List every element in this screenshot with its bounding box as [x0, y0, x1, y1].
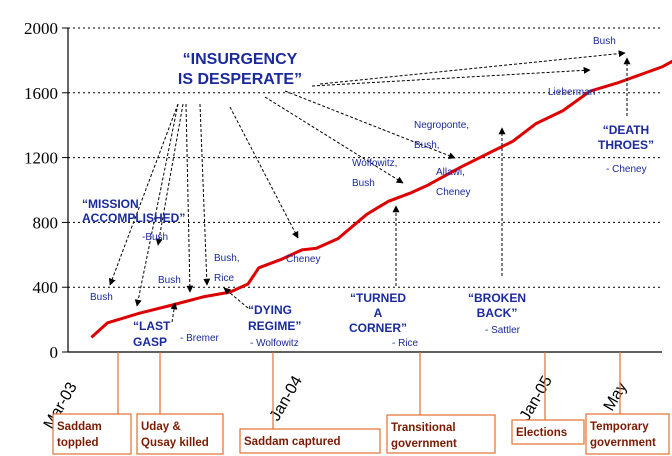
- event-saddam_captured-line-1: Saddam captured: [244, 436, 341, 448]
- speaker-bush_rice-line-1: Bush,: [214, 253, 240, 264]
- speaker-wolfowitz_bush-line-2: Bush: [352, 178, 375, 189]
- quote-death-line-1: “DEATH: [603, 123, 649, 137]
- speaker-wolfowitz: - Wolfowitz: [250, 338, 299, 349]
- speaker-cheney2: - Cheney: [606, 164, 647, 175]
- event-box-uday_qusay: [136, 413, 224, 455]
- event-elections-line-1: Elections: [516, 427, 567, 439]
- quote-insurgency-line-1: “INSURGENCY: [183, 51, 298, 68]
- quote-turned-line-2: A: [374, 306, 383, 320]
- quote-mission-line-2: ACCOMPLISHED”: [82, 211, 185, 225]
- event-box-temporary: [585, 413, 670, 455]
- speaker-bush_top: Bush: [593, 36, 616, 47]
- event-temporary-line-1: Temporary: [590, 421, 649, 433]
- x-tick-label-3: Jan-05: [517, 373, 556, 424]
- speaker-cheney1: Cheney: [286, 254, 320, 265]
- speaker-mission_bush: -Bush: [142, 232, 168, 243]
- y-tick-label-1200: 1200: [24, 149, 58, 168]
- quote-broken-line-2: BACK”: [477, 306, 518, 320]
- last-gasp-arrow: [170, 302, 178, 323]
- y-tick-label-800: 800: [33, 213, 59, 232]
- quote-turned-line-1: “TURNED: [350, 291, 406, 305]
- event-uday_qusay-line-1: Uday &: [141, 421, 181, 433]
- quote-dying-line-2: REGIME”: [248, 319, 301, 333]
- event-box-transitional: [386, 414, 496, 454]
- event-transitional-line-2: government: [391, 438, 457, 450]
- quote-arrows: [108, 50, 631, 323]
- event-uday_qusay-line-2: Qusay killed: [141, 437, 209, 449]
- speaker-wolfowitz_bush-line-1: Wolfowitz,: [352, 158, 397, 169]
- speaker-negroponte-line-2: Bush,: [414, 140, 440, 151]
- speaker-negroponte-line-1: Negroponte,: [414, 120, 469, 131]
- insurgency-arrow-7: [284, 90, 456, 159]
- speaker-lieberman: Lieberman: [548, 87, 595, 98]
- insurgency-arrow-8: [311, 66, 591, 87]
- event-saddam_toppled-line-1: Saddam: [57, 421, 102, 433]
- speaker-bush2: Bush: [158, 275, 181, 286]
- insurgency-arrow-3: [185, 103, 194, 293]
- speaker-bush1: Bush: [90, 292, 113, 303]
- event-box-saddam_toppled: [52, 413, 132, 455]
- y-tick-label-0: 0: [50, 343, 59, 362]
- speaker-rice: - Rice: [392, 338, 419, 349]
- y-tick-label-400: 400: [33, 278, 59, 297]
- insurgency-arrow-4: [199, 103, 211, 286]
- labels: “INSURGENCY IS DESPERATE” “MISSIONACCOMPLI…: [52, 36, 670, 455]
- quote-turned-line-3: CORNER”: [349, 321, 407, 335]
- series-layer: [90, 59, 672, 339]
- insurgency-arrow-6: [264, 96, 404, 184]
- quote-mission-line-1: “MISSION: [82, 197, 139, 211]
- gridlines: [68, 27, 662, 288]
- speaker-sattler: - Sattler: [485, 325, 521, 336]
- event-transitional-line-1: Transitional: [391, 422, 456, 434]
- insurgency-arrow-10: [108, 103, 179, 286]
- y-tick-label-2000: 2000: [24, 19, 58, 38]
- insurgency-arrow-1: [134, 103, 179, 307]
- event-saddam_toppled-line-2: toppled: [57, 437, 99, 449]
- event-box-elections: [511, 419, 585, 445]
- insurgency-arrow-2: [155, 103, 184, 246]
- event-connectors: [117, 352, 621, 429]
- quote-lastgasp-line-1: “LAST: [133, 319, 171, 333]
- x-tick-label-4: May: [601, 379, 631, 414]
- quote-lastgasp-line-2: GASP: [133, 335, 167, 349]
- event-temporary-line-2: government: [590, 437, 656, 449]
- dying-regime-arrow: [223, 287, 249, 309]
- quote-insurgency-line-2: IS DESPERATE”: [178, 71, 302, 88]
- insurgency-arrow-9: [319, 50, 626, 85]
- quote-death-line-2: THROES”: [598, 138, 654, 152]
- quote-broken-line-1: “BROKEN: [468, 291, 526, 305]
- insurgency-arrow-5: [229, 106, 299, 239]
- speaker-bush_rice-line-2: Rice: [214, 273, 234, 284]
- speaker-bremer: - Bremer: [180, 333, 220, 344]
- quote-dying-line-1: “DYING: [248, 303, 292, 317]
- speaker-allawi-line-1: Allawi,: [436, 167, 465, 178]
- y-tick-label-1600: 1600: [24, 84, 58, 103]
- speaker-allawi-line-2: Cheney: [436, 187, 470, 198]
- event-box-saddam_captured: [239, 428, 381, 454]
- series-line-1: [90, 59, 672, 339]
